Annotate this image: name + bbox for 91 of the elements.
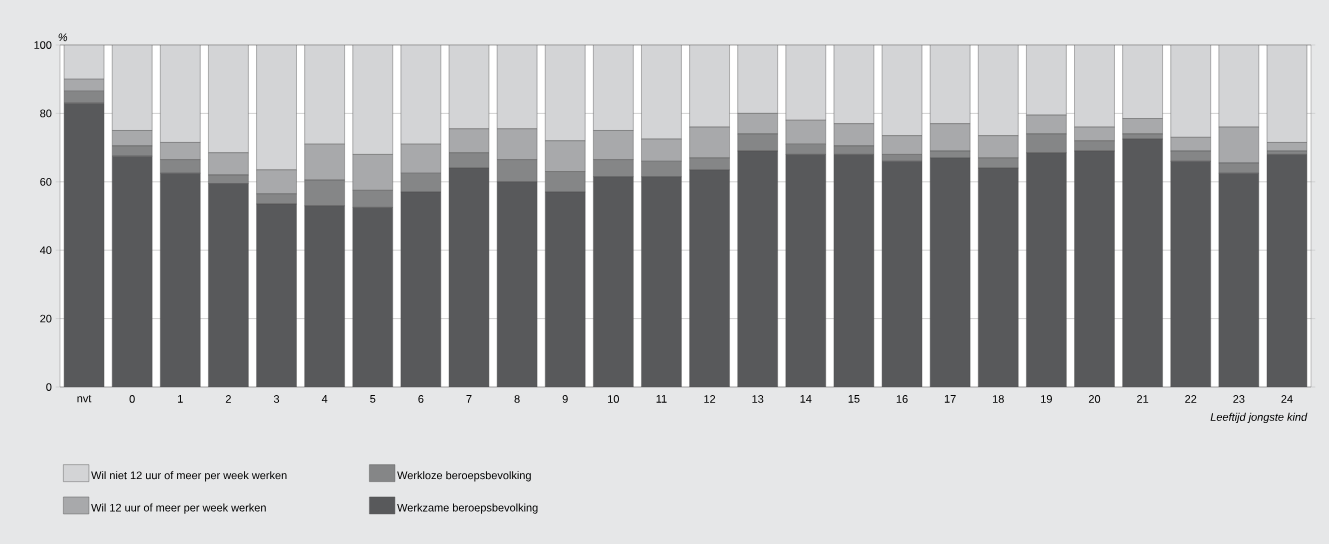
bar bbox=[1266, 154, 1308, 387]
bar bbox=[1122, 139, 1163, 387]
bar bbox=[881, 45, 923, 136]
x-tick-label: 1 bbox=[178, 395, 183, 403]
x-tick-label: nvt bbox=[77, 395, 92, 403]
y-tick-label: 40 bbox=[39, 246, 52, 255]
y-tick-label: 0 bbox=[46, 383, 52, 391]
bar bbox=[545, 45, 586, 141]
bar bbox=[737, 151, 778, 387]
legend-label: Wil niet 12 uur of meer per week werken bbox=[91, 471, 287, 482]
x-tick-label: 9 bbox=[562, 395, 568, 403]
legend-label: Wil 12 uur of meer per week werken bbox=[91, 503, 266, 514]
bar bbox=[352, 207, 393, 387]
bar bbox=[1074, 45, 1115, 128]
bar bbox=[256, 45, 297, 171]
x-tick-label: 24 bbox=[1281, 395, 1293, 403]
bar bbox=[64, 103, 105, 387]
y-tick-label: 100 bbox=[34, 41, 52, 49]
x-tick-label: 16 bbox=[896, 395, 908, 403]
y-axis-title: % bbox=[58, 33, 68, 42]
bar bbox=[929, 45, 971, 124]
x-tick-label: 21 bbox=[1137, 395, 1149, 403]
x-tick-label: 7 bbox=[466, 395, 472, 403]
x-tick-label: 17 bbox=[944, 395, 956, 403]
bar bbox=[448, 45, 490, 129]
x-tick-label: 5 bbox=[370, 395, 376, 403]
bar bbox=[160, 45, 201, 143]
x-tick-label: 2 bbox=[225, 395, 231, 403]
bar bbox=[641, 176, 682, 387]
legend-label: Werkzame beroepsbevolking bbox=[397, 503, 538, 514]
bar bbox=[112, 45, 153, 131]
x-tick-label: 22 bbox=[1185, 395, 1197, 403]
bar bbox=[1074, 151, 1115, 387]
x-tick-label: 15 bbox=[848, 395, 860, 403]
bar bbox=[449, 168, 489, 387]
bar bbox=[1170, 45, 1211, 138]
bar bbox=[785, 45, 826, 121]
bar bbox=[352, 45, 393, 155]
x-tick-label: 0 bbox=[129, 395, 135, 403]
bar bbox=[545, 192, 586, 387]
bar bbox=[1122, 45, 1163, 119]
bar bbox=[304, 205, 345, 387]
bar bbox=[1266, 45, 1308, 143]
bar bbox=[785, 154, 826, 387]
bar bbox=[1026, 152, 1067, 387]
bar bbox=[930, 157, 971, 387]
bar bbox=[400, 192, 441, 387]
bar bbox=[1170, 161, 1211, 387]
bar bbox=[400, 45, 442, 145]
x-tick-label: 10 bbox=[608, 395, 619, 403]
x-axis-title: Leeftijd jongste kind bbox=[1210, 412, 1308, 424]
bar bbox=[978, 45, 1019, 136]
bar bbox=[112, 156, 153, 387]
x-tick-label: 14 bbox=[800, 395, 812, 403]
bar bbox=[737, 45, 778, 114]
x-tick-label: 23 bbox=[1233, 395, 1245, 403]
bar bbox=[1026, 45, 1067, 116]
x-tick-label: 13 bbox=[752, 395, 764, 403]
bar bbox=[160, 173, 201, 387]
bar bbox=[593, 45, 634, 131]
y-tick-label: 20 bbox=[40, 314, 52, 323]
bar bbox=[208, 183, 249, 387]
bar bbox=[689, 169, 730, 387]
bar bbox=[882, 161, 922, 387]
bar bbox=[978, 168, 1019, 387]
x-tick-label: 8 bbox=[514, 395, 520, 403]
x-tick-label: 3 bbox=[273, 395, 280, 403]
bar bbox=[256, 204, 297, 387]
bar bbox=[1218, 173, 1259, 387]
x-tick-label: 4 bbox=[321, 395, 328, 403]
x-tick-label: 6 bbox=[418, 395, 424, 403]
bar bbox=[496, 45, 538, 129]
x-tick-label: 11 bbox=[656, 395, 667, 403]
bar bbox=[304, 45, 345, 145]
y-tick-label: 60 bbox=[40, 177, 52, 186]
x-tick-label: 12 bbox=[704, 395, 716, 403]
bar bbox=[833, 45, 875, 124]
bar bbox=[208, 45, 249, 153]
bar bbox=[63, 45, 105, 80]
bar bbox=[1122, 118, 1163, 135]
y-tick-label: 80 bbox=[40, 109, 52, 118]
bar bbox=[641, 45, 682, 140]
bar bbox=[1218, 45, 1259, 128]
bar bbox=[689, 45, 730, 128]
bar bbox=[593, 176, 634, 387]
x-tick-label: 18 bbox=[992, 395, 1004, 403]
x-tick-label: 19 bbox=[1041, 395, 1052, 403]
x-tick-label: 20 bbox=[1088, 395, 1101, 403]
bar bbox=[497, 181, 538, 387]
bar bbox=[833, 154, 874, 387]
legend-label: Werkloze beroepsbevolking bbox=[397, 471, 531, 482]
